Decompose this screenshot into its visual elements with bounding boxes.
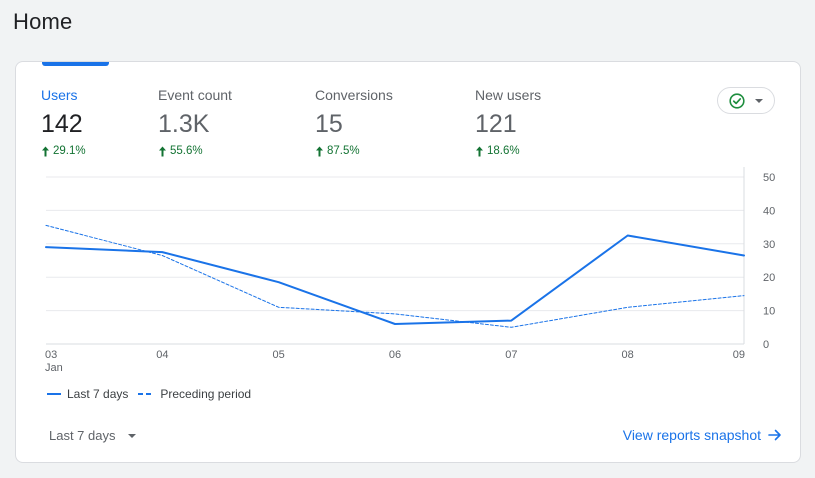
metric-value: 142	[41, 110, 83, 138]
caret-down-icon	[127, 433, 136, 438]
metric-change-value: 18.6%	[487, 145, 520, 157]
legend-item-current[interactable]: Last 7 days	[47, 387, 128, 401]
chart-legend: Last 7 days Preceding period	[47, 387, 251, 401]
x-tick-label: 07	[505, 349, 517, 361]
metric-change: 55.6%	[158, 145, 232, 157]
metric-value: 121	[475, 110, 517, 138]
x-tick-label: 06	[389, 349, 401, 361]
solid-line-swatch	[47, 393, 61, 395]
y-tick-label: 0	[763, 339, 769, 351]
metric-change-value: 29.1%	[53, 145, 86, 157]
metric-change-value: 55.6%	[170, 145, 203, 157]
x-tick-sublabel: Jan	[45, 362, 63, 374]
legend-item-previous[interactable]: Preceding period	[138, 387, 251, 401]
metric-value: 15	[315, 110, 343, 138]
metric-tab-new-users[interactable]: New users 121 18.6%	[475, 87, 541, 157]
x-tick-label: 05	[273, 349, 285, 361]
x-tick-label: 03	[45, 349, 57, 361]
date-range-dropdown[interactable]: Last 7 days	[49, 428, 136, 443]
summary-card: Users 142 29.1% Event count 1.3K 55.6% C…	[15, 61, 801, 463]
metric-change: 18.6%	[475, 145, 541, 157]
metric-tab-users[interactable]: Users 142 29.1%	[41, 87, 86, 157]
users-line-chart: 0 10 20 30 40 50 03 Jan 04 05 06 07 08 09	[16, 162, 800, 382]
x-tick-label: 08	[622, 349, 634, 361]
y-tick-label: 20	[763, 272, 775, 284]
x-tick-label: 09	[733, 349, 745, 361]
metric-value: 1.3K	[158, 110, 210, 138]
y-tick-label: 10	[763, 306, 775, 318]
arrow-up-icon	[476, 146, 483, 156]
arrow-right-icon	[768, 429, 781, 441]
last-7-days-line	[45, 234, 745, 325]
legend-label-current: Last 7 days	[67, 387, 129, 401]
view-reports-snapshot-link[interactable]: View reports snapshot	[623, 427, 782, 443]
x-tick-label: 04	[156, 349, 168, 361]
y-tick-label: 30	[763, 239, 775, 251]
view-reports-label: View reports snapshot	[622, 427, 761, 443]
metric-tab-conversions[interactable]: Conversions 15 87.5%	[315, 87, 393, 157]
metric-label: Conversions	[315, 87, 393, 103]
page-title: Home	[13, 9, 73, 34]
metric-label: Event count	[158, 87, 232, 103]
active-metric-indicator	[42, 62, 109, 66]
y-tick-label: 40	[763, 205, 775, 217]
metric-label: New users	[475, 87, 542, 103]
metric-change: 87.5%	[315, 145, 393, 157]
metric-tab-event-count[interactable]: Event count 1.3K 55.6%	[158, 87, 232, 157]
preceding-period-line	[45, 224, 745, 328]
data-quality-dropdown[interactable]	[717, 87, 775, 114]
y-tick-label: 50	[763, 172, 775, 184]
legend-label-previous: Preceding period	[160, 387, 252, 401]
dashed-line-swatch	[138, 393, 155, 395]
date-range-label: Last 7 days	[49, 428, 116, 443]
check-circle-icon	[729, 92, 745, 109]
arrow-up-icon	[316, 146, 323, 156]
arrow-up-icon	[159, 146, 166, 156]
metric-change-value: 87.5%	[327, 145, 360, 157]
metric-change: 29.1%	[41, 145, 86, 157]
chevron-down-icon	[755, 98, 763, 103]
arrow-up-icon	[42, 146, 49, 156]
metric-label: Users	[41, 87, 78, 103]
